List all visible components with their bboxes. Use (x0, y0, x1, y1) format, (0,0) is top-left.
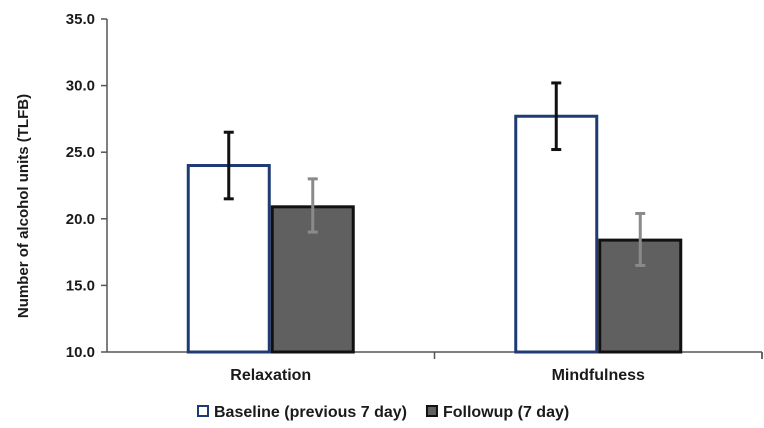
y-tick-label: 10.0 (66, 344, 95, 361)
legend: Baseline (previous 7 day) Followup (7 day… (197, 404, 569, 421)
y-tick-label: 25.0 (66, 144, 95, 161)
y-axis: 10.0 15.0 20.0 25.0 30.0 35.0 (66, 11, 108, 361)
error-bars (223, 81, 646, 267)
x-category-label: Relaxation (230, 367, 311, 384)
y-tick-label: 35.0 (66, 11, 95, 28)
bar (514, 114, 599, 354)
bars (186, 114, 683, 354)
y-tick-label: 15.0 (66, 277, 95, 294)
y-tick-label: 30.0 (66, 78, 95, 95)
x-category-label: Mindfulness (552, 367, 645, 384)
y-tick-label: 20.0 (66, 211, 95, 228)
legend-label: Baseline (previous 7 day) (214, 404, 407, 421)
legend-swatch (425, 405, 438, 417)
legend-label: Followup (7 day) (443, 404, 569, 421)
x-axis: Relaxation Mindfulness (107, 351, 763, 384)
legend-swatch (197, 405, 209, 417)
y-axis-label: Number of alcohol units (TLFB) (15, 94, 32, 318)
